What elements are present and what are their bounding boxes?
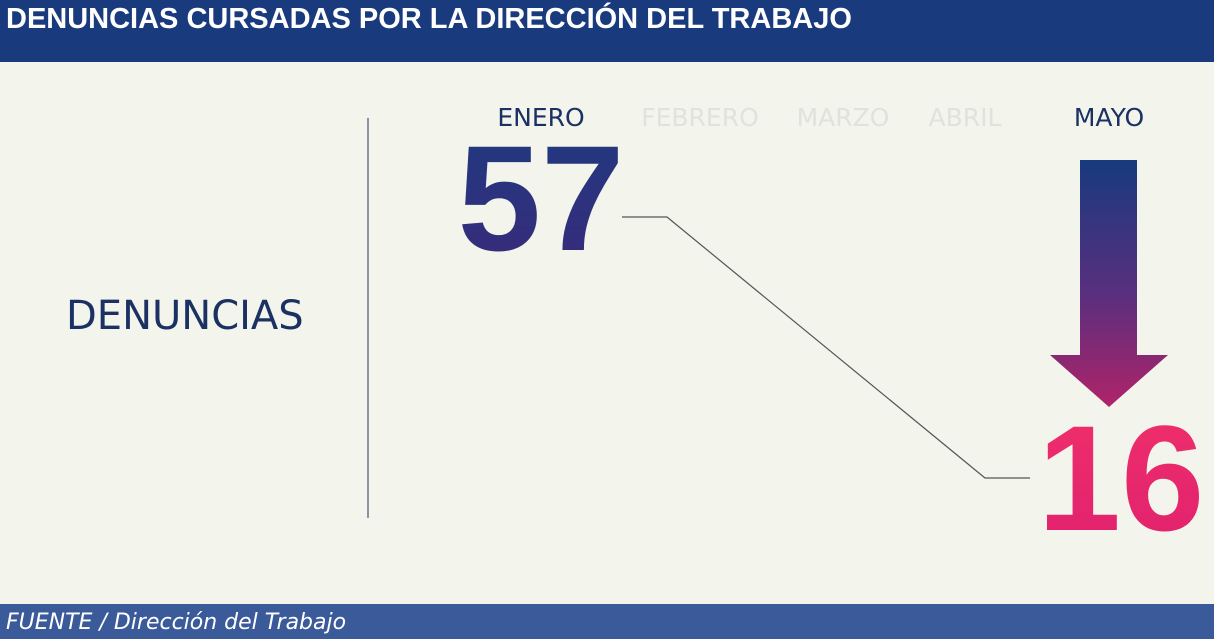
header-title: DENUNCIAS CURSADAS POR LA DIRECCIÓN DEL …	[6, 1, 852, 35]
start-value: 57	[458, 114, 625, 282]
month-row: ENERO FEBRERO MARZO ABRIL MAYO	[497, 103, 1144, 132]
down-arrow	[1050, 160, 1168, 407]
header-bar	[0, 0, 1214, 62]
footer-source: FUENTE / Dirección del Trabajo	[6, 610, 346, 635]
footer-bar	[0, 604, 1214, 639]
connector-line	[622, 216, 1030, 479]
month-label: FEBRERO	[641, 103, 759, 132]
row-label: DENUNCIAS	[66, 293, 304, 339]
month-label: MAYO	[1074, 103, 1144, 132]
end-value: 16	[1038, 394, 1205, 562]
month-label: ABRIL	[929, 103, 1002, 132]
month-label: MARZO	[797, 103, 890, 132]
month-label: ENERO	[497, 103, 584, 132]
